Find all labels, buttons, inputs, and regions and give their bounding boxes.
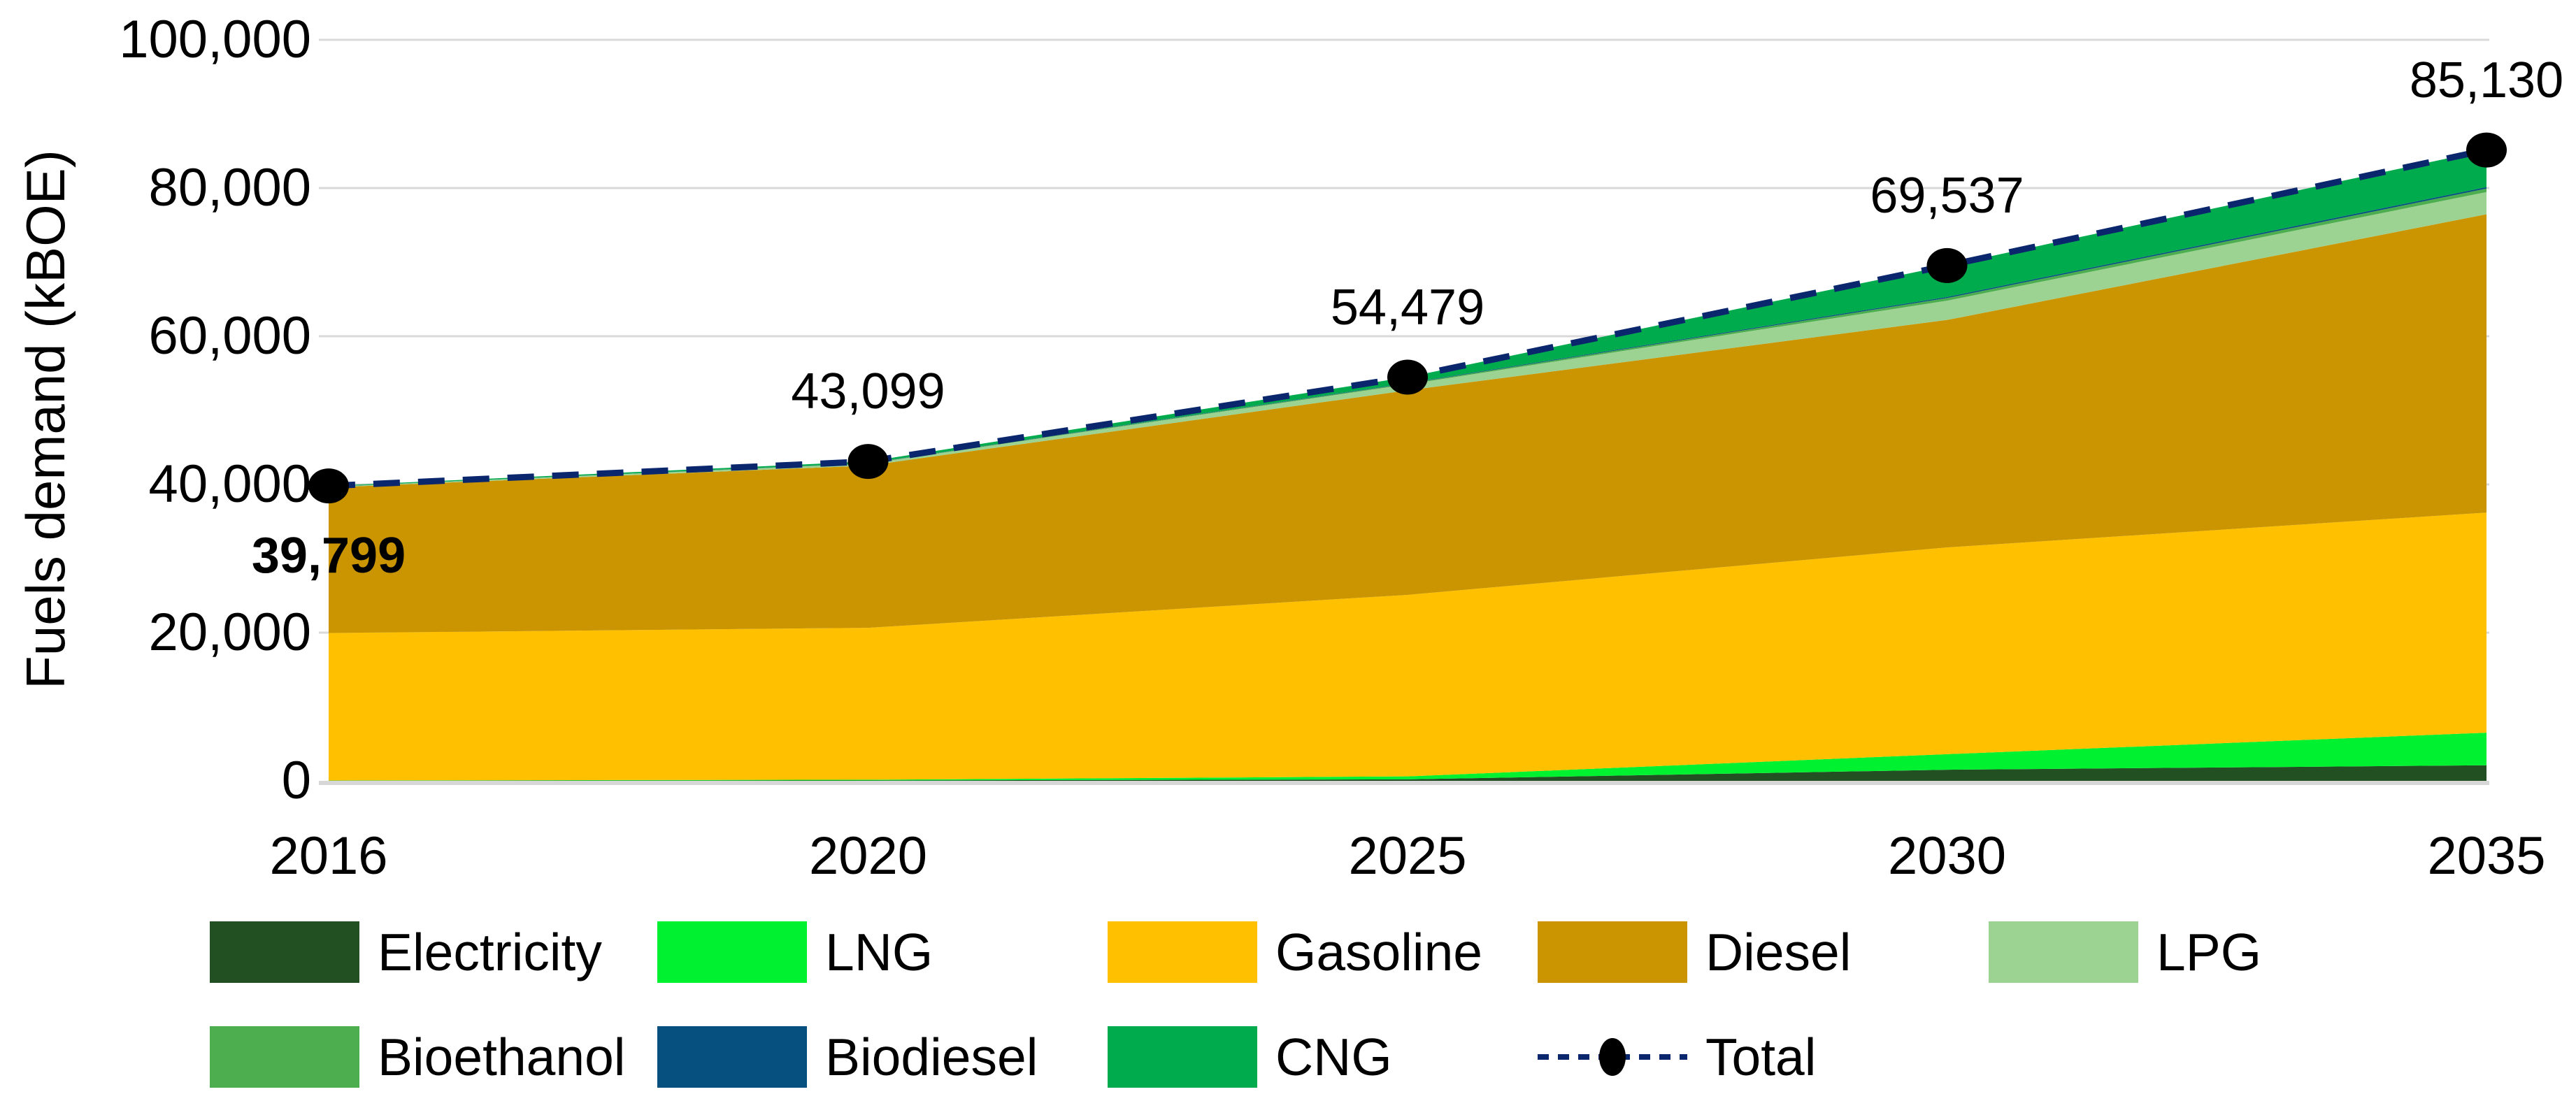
area-electricity (329, 765, 2486, 781)
legend-swatch-bioethanol (210, 1026, 359, 1088)
legend-label-bioethanol: Bioethanol (378, 1028, 626, 1086)
area-gasoline (329, 512, 2486, 781)
x-tick-label: 2035 (2427, 826, 2546, 886)
legend-total-marker-icon (1599, 1038, 1626, 1076)
legend-total-line-icon (1538, 1038, 1687, 1076)
legend-label-diesel: Diesel (1705, 923, 1852, 981)
legend-swatch-electricity (210, 921, 359, 983)
total-marker (2466, 132, 2507, 168)
x-tick-label: 2016 (269, 826, 388, 886)
legend-item-electricity: Electricity (210, 921, 602, 983)
legend-label-cng: CNG (1275, 1028, 1392, 1086)
total-data-label: 54,479 (1330, 279, 1485, 336)
total-marker (847, 444, 889, 480)
area-diesel (329, 214, 2486, 633)
total-data-label: 43,099 (791, 364, 945, 420)
legend-item-cng: CNG (1108, 1026, 1392, 1088)
legend-label-lpg: LPG (2156, 923, 2262, 981)
legend-swatch-diesel (1538, 921, 1687, 983)
total-data-label: 39,799 (251, 528, 406, 584)
legend-item-gasoline: Gasoline (1108, 921, 1482, 983)
total-data-label: 85,130 (2409, 52, 2564, 108)
total-marker (1926, 247, 1968, 283)
legend-item-lng: LNG (657, 921, 933, 983)
legend-label-lng: LNG (825, 923, 933, 981)
area-lng (329, 733, 2486, 781)
legend-item-total: Total (1538, 1026, 1816, 1088)
legend-swatch-lpg (1989, 921, 2138, 983)
legend-label-biodiesel: Biodiesel (825, 1028, 1038, 1086)
x-tick-label: 2030 (1887, 826, 2007, 886)
legend-label-total: Total (1705, 1028, 1817, 1086)
legend-item-diesel: Diesel (1538, 921, 1851, 983)
x-tick-label: 2020 (808, 826, 928, 886)
legend-swatch-cng (1108, 1026, 1257, 1088)
legend-label-gasoline: Gasoline (1275, 923, 1483, 981)
legend-item-bioethanol: Bioethanol (210, 1026, 625, 1088)
legend-label-electricity: Electricity (378, 923, 602, 981)
y-tick-label: 80,000 (148, 158, 311, 217)
y-tick-label: 60,000 (148, 306, 311, 366)
legend-item-lpg: LPG (1989, 921, 2261, 983)
y-tick-label: 40,000 (148, 454, 311, 514)
legend-swatch-gasoline (1108, 921, 1257, 983)
legend-swatch-biodiesel (657, 1026, 807, 1088)
total-marker (1387, 359, 1428, 395)
legend-swatch-lng (657, 921, 807, 983)
total-data-label: 69,537 (1870, 167, 2024, 224)
y-tick-label: 0 (281, 751, 311, 810)
x-tick-label: 2025 (1348, 826, 1467, 886)
y-tick-label: 100,000 (119, 10, 311, 69)
total-marker (308, 468, 349, 504)
y-tick-label: 20,000 (148, 603, 311, 662)
legend-item-biodiesel: Biodiesel (657, 1026, 1038, 1088)
